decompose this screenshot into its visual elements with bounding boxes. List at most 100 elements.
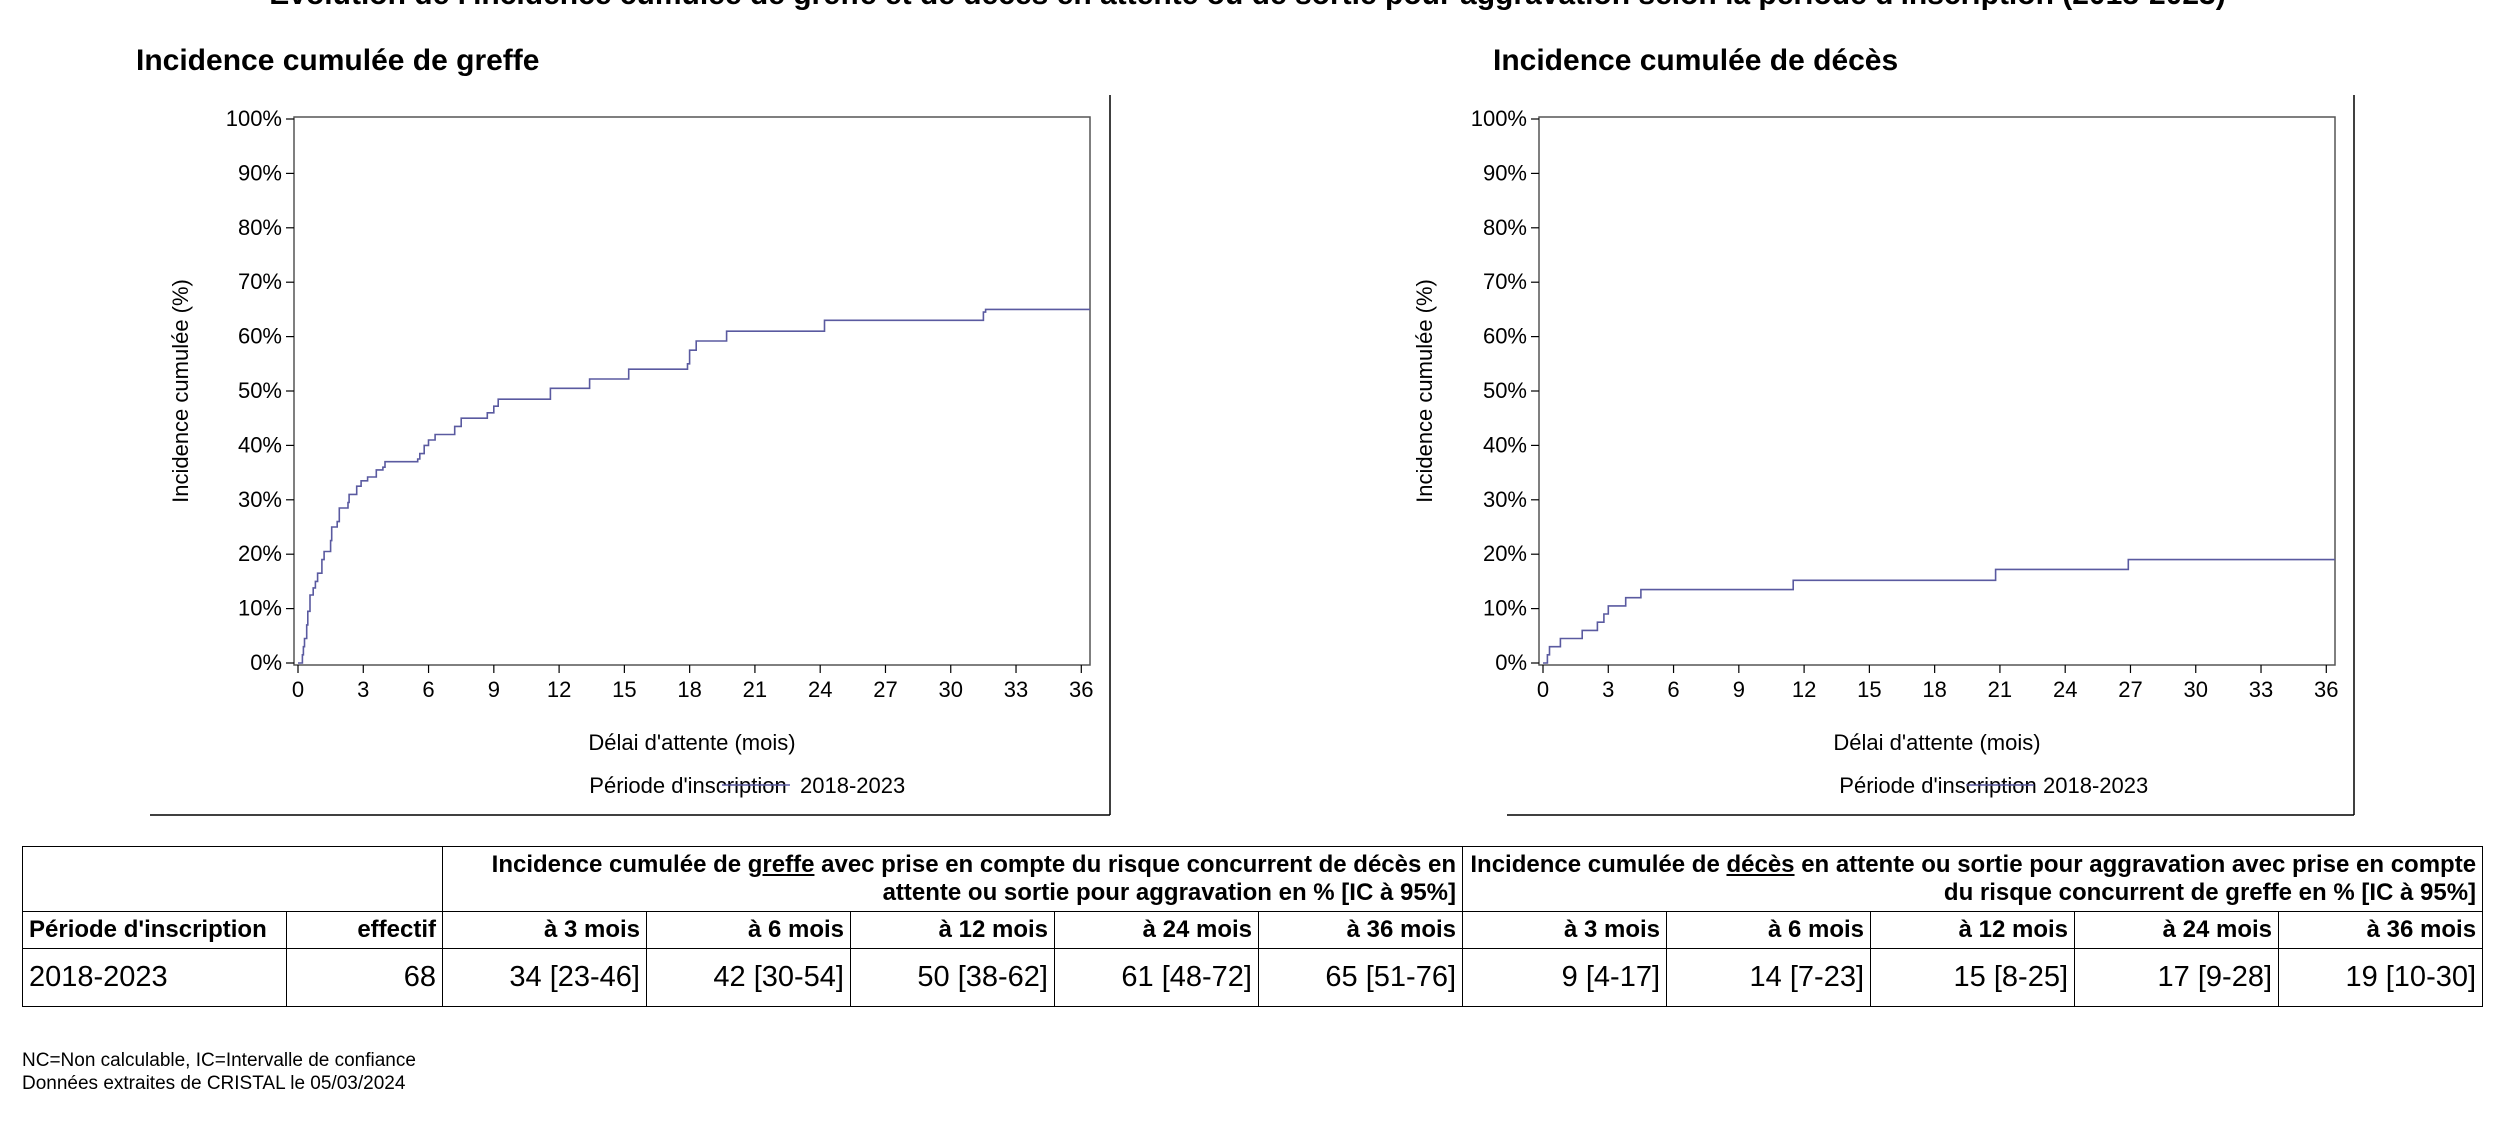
header-deces: Incidence cumulée de décès en attente ou… (1462, 846, 2484, 912)
chart2-xtick-label: 18 (1922, 677, 1946, 702)
cell-greffe-6m: 42 [30-54] (646, 948, 851, 1007)
header-greffe-pre: Incidence cumulée de (491, 851, 748, 878)
chart2-ytick-label: 30% (1483, 487, 1527, 512)
cell-deces-24m: 17 [9-28] (2074, 948, 2280, 1007)
charts-area: Incidence cumulée de greffe0%10%20%30%40… (136, 44, 2355, 816)
chart2-plot-border (1538, 116, 2336, 666)
chart1-xtick-label: 36 (1069, 677, 1093, 702)
header-deces-underlined: décès (1726, 851, 1795, 878)
cell-effectif: 68 (286, 948, 443, 1007)
chart1-ytick-label: 90% (238, 160, 282, 185)
chart2-series-line-1 (1543, 558, 2335, 664)
results-table: Incidence cumulée de greffe avec prise e… (22, 846, 2484, 1007)
chart1-xtick-label: 15 (612, 677, 636, 702)
header-greffe-post: avec prise en compte du risque concurren… (814, 851, 1457, 906)
footnote-source: Données extraites de CRISTAL le 05/03/20… (22, 1073, 406, 1094)
chart2-xlabel: Délai d'attente (mois) (1833, 730, 2040, 755)
chart1-ytick-label: 30% (238, 487, 282, 512)
chart2-xtick-label: 21 (1988, 677, 2012, 702)
chart2-title: Incidence cumulée de décès (1493, 44, 1898, 77)
chart1-xtick-label: 24 (808, 677, 832, 702)
col-deces-12m: à 12 mois (1870, 911, 2076, 949)
table-header-row-2: Période d'inscription effectif à 3 mois … (22, 911, 2484, 949)
col-deces-24m: à 24 mois (2074, 911, 2280, 949)
chart1-series-line-1 (298, 308, 1090, 664)
chart1-xlabel: Délai d'attente (mois) (588, 730, 795, 755)
chart2-xtick-label: 36 (2314, 677, 2338, 702)
col-greffe-6m: à 6 mois (646, 911, 851, 949)
page-title: Evolution de l'incidence cumulée de gref… (0, 0, 2495, 12)
chart2-ytick-label: 50% (1483, 378, 1527, 403)
cell-deces-12m: 15 [8-25] (1870, 948, 2076, 1007)
chart1-xtick-label: 18 (677, 677, 701, 702)
chart2-ytick-label: 20% (1483, 541, 1527, 566)
chart2-ytick-label: 10% (1483, 596, 1527, 621)
col-deces-6m: à 6 mois (1666, 911, 1872, 949)
chart2-xtick-label: 24 (2053, 677, 2077, 702)
chart1-xtick-label: 27 (873, 677, 897, 702)
chart2-ytick-label: 90% (1483, 160, 1527, 185)
chart2-xtick-label: 3 (1602, 677, 1614, 702)
chart1-title: Incidence cumulée de greffe (136, 44, 539, 77)
header-greffe: Incidence cumulée de greffe avec prise e… (441, 846, 1464, 912)
chart1-ytick-label: 60% (238, 324, 282, 349)
col-deces-36m: à 36 mois (2278, 911, 2484, 949)
chart1-xtick-label: 0 (292, 677, 304, 702)
table-row: 2018-2023 68 34 [23-46] 42 [30-54] 50 [3… (22, 948, 2484, 1007)
header-deces-pre: Incidence cumulée de (1470, 851, 1727, 878)
chart2-xtick-label: 12 (1792, 677, 1816, 702)
chart1-ytick-label: 40% (238, 432, 282, 457)
header-greffe-underlined: greffe (747, 851, 815, 878)
chart1-ytick-label: 80% (238, 215, 282, 240)
chart1-ytick-label: 0% (250, 650, 282, 675)
chart2-ytick-label: 100% (1471, 106, 1527, 131)
chart1-ytick-label: 10% (238, 596, 282, 621)
chart2-xtick-label: 15 (1857, 677, 1881, 702)
cell-deces-6m: 14 [7-23] (1666, 948, 1872, 1007)
chart2-ytick-label: 70% (1483, 269, 1527, 294)
cell-deces-3m: 9 [4-17] (1462, 948, 1668, 1007)
chart1-xtick-label: 3 (357, 677, 369, 702)
table-header-row-1: Incidence cumulée de greffe avec prise e… (22, 846, 2484, 912)
footnote-abbreviations: NC=Non calculable, IC=Intervalle de conf… (22, 1050, 416, 1071)
cell-greffe-3m: 34 [23-46] (442, 948, 647, 1007)
chart1-xtick-label: 33 (1004, 677, 1028, 702)
chart1-ytick-label: 20% (238, 541, 282, 566)
cell-greffe-12m: 50 [38-62] (850, 948, 1055, 1007)
chart2-ytick-label: 80% (1483, 215, 1527, 240)
chart2-xtick-label: 0 (1537, 677, 1549, 702)
chart1-xtick-label: 12 (547, 677, 571, 702)
chart2-ylabel: Incidence cumulée (%) (1412, 279, 1437, 503)
header-deces-post: en attente ou sortie pour aggravation av… (1794, 851, 2477, 906)
chart2-xtick-label: 30 (2184, 677, 2208, 702)
chart2-ytick-label: 40% (1483, 432, 1527, 457)
chart2-legend-label: 2018-2023 (2043, 773, 2148, 798)
chart2-xtick-label: 27 (2118, 677, 2142, 702)
chart1-xtick-label: 9 (488, 677, 500, 702)
chart1-ytick-label: 70% (238, 269, 282, 294)
chart2-ytick-label: 60% (1483, 324, 1527, 349)
chart1-xtick-label: 30 (939, 677, 963, 702)
chart1-ytick-label: 50% (238, 378, 282, 403)
chart1-plot-border (293, 116, 1091, 666)
col-greffe-24m: à 24 mois (1054, 911, 1259, 949)
table-corner-cell (22, 846, 443, 912)
chart1-legend-label: 2018-2023 (800, 773, 905, 798)
cell-period: 2018-2023 (22, 948, 287, 1007)
chart2-xtick-label: 33 (2249, 677, 2273, 702)
col-deces-3m: à 3 mois (1462, 911, 1668, 949)
chart1-xtick-label: 6 (422, 677, 434, 702)
col-effectif: effectif (286, 911, 443, 949)
cell-greffe-24m: 61 [48-72] (1054, 948, 1259, 1007)
col-greffe-3m: à 3 mois (442, 911, 647, 949)
col-period: Période d'inscription (22, 911, 287, 949)
col-greffe-12m: à 12 mois (850, 911, 1055, 949)
chart2-xtick-label: 6 (1667, 677, 1679, 702)
chart1-xtick-label: 21 (743, 677, 767, 702)
chart1-ylabel: Incidence cumulée (%) (168, 279, 193, 503)
chart1-ytick-label: 100% (226, 106, 282, 131)
cell-deces-36m: 19 [10-30] (2278, 948, 2484, 1007)
chart2-ytick-label: 0% (1495, 650, 1527, 675)
col-greffe-36m: à 36 mois (1257, 911, 1464, 949)
cell-greffe-36m: 65 [51-76] (1257, 948, 1464, 1007)
